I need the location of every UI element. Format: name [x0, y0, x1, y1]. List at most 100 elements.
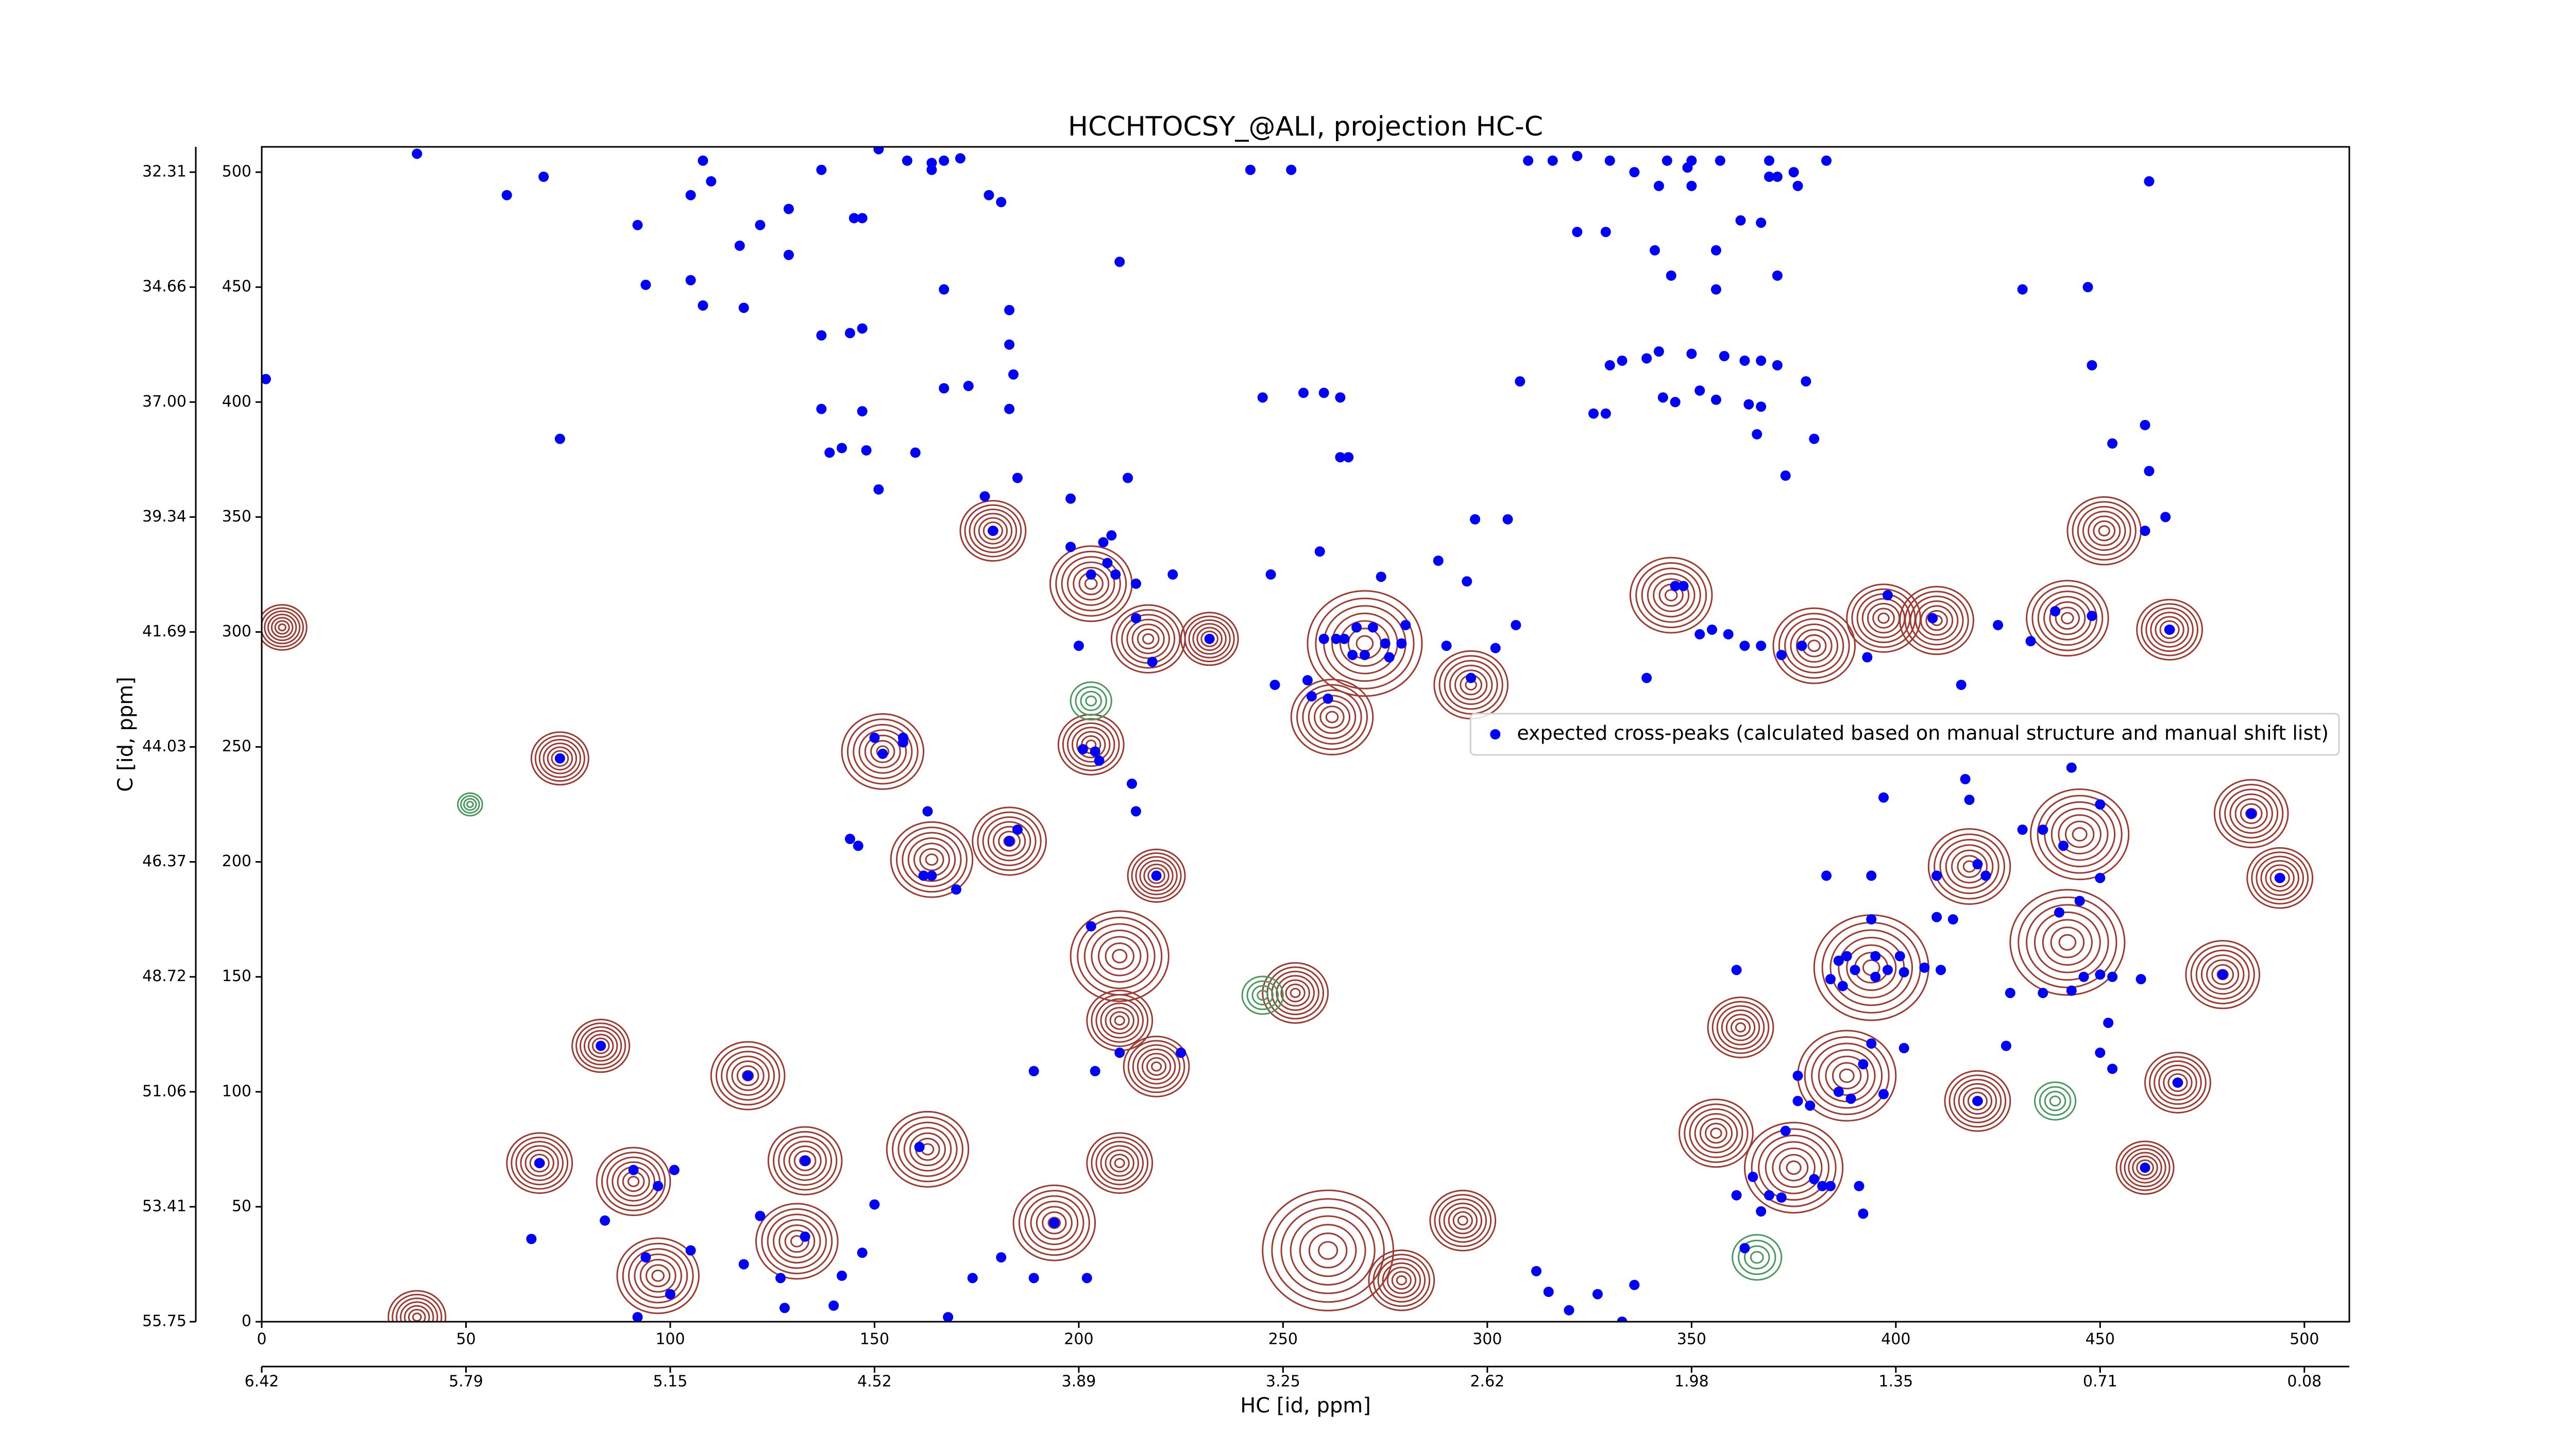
- cross-peak: [873, 484, 884, 495]
- contour-ring: [1948, 1074, 2007, 1128]
- cross-peak: [1123, 473, 1133, 483]
- cross-peak: [943, 1312, 954, 1322]
- cross-peak: [1866, 1038, 1877, 1049]
- contour-ring: [977, 811, 1042, 871]
- cross-peak: [1114, 257, 1125, 267]
- contour-ring: [1127, 848, 1186, 903]
- cross-peak: [1780, 470, 1791, 481]
- contour-ring: [2158, 1065, 2197, 1101]
- contour-ring: [2029, 788, 2130, 881]
- cross-peak: [988, 526, 998, 536]
- contour-ring: [628, 1248, 688, 1304]
- contour-ring: [1262, 962, 1329, 1024]
- cross-peak: [1866, 870, 1877, 881]
- x-tick-label: 500: [2290, 1330, 2319, 1349]
- cross-peak: [1004, 836, 1015, 847]
- cross-peak: [1694, 385, 1705, 396]
- cross-peak: [632, 1312, 643, 1322]
- contour-ring: [1095, 998, 1144, 1043]
- contour-ring: [601, 1152, 666, 1211]
- cross-peak: [2144, 466, 2155, 477]
- cross-peak: [534, 1158, 545, 1169]
- contour-ring: [1735, 1022, 1747, 1033]
- contour-ring: [2055, 606, 2080, 630]
- contour-ring: [1730, 1018, 1751, 1037]
- cross-peak: [1972, 859, 1983, 870]
- cross-peak: [1776, 1192, 1787, 1203]
- contour-ring: [1112, 949, 1128, 964]
- cross-peak: [1809, 433, 1820, 444]
- cross-peak: [996, 197, 1007, 208]
- contour-ring: [1114, 1015, 1125, 1026]
- contour-ring: [1116, 609, 1181, 669]
- cross-peak: [869, 1199, 880, 1210]
- cross-peak: [1176, 1047, 1187, 1058]
- cross-peak: [1323, 693, 1333, 704]
- contour-ring: [2050, 807, 2109, 861]
- y-axis-label: C [id, ppm]: [114, 677, 138, 792]
- contour-ring: [1055, 550, 1127, 617]
- x2-tick-label: 4.52: [857, 1373, 892, 1391]
- contour-ring: [897, 1121, 958, 1177]
- cross-peak: [554, 433, 565, 444]
- cross-peak: [1756, 217, 1767, 228]
- contour-ring: [387, 1290, 447, 1322]
- contour-ring: [1070, 681, 1112, 721]
- cross-peak: [783, 204, 794, 214]
- cross-peak: [1735, 215, 1746, 226]
- contour-ring: [2072, 827, 2088, 842]
- contour-ring: [907, 837, 956, 882]
- cross-peak: [640, 1252, 651, 1263]
- contour-layer: [262, 496, 2314, 1322]
- contour-ring: [925, 853, 939, 866]
- cross-peak: [1004, 339, 1015, 350]
- contour-ring: [1085, 695, 1097, 706]
- contour-ring: [772, 1219, 821, 1264]
- tick-layer: 0 50 100 150 200 250 300 350 400 450 500 0 50 100 150 2…: [142, 163, 2321, 1391]
- contour-ring: [1123, 1035, 1190, 1098]
- cross-peak: [2160, 512, 2171, 523]
- contour-ring: [2219, 784, 2284, 844]
- cross-peak: [1764, 155, 1775, 166]
- contour-ring: [982, 521, 1004, 541]
- cross-peak: [1547, 155, 1558, 166]
- contour-ring: [2049, 601, 2086, 635]
- contour-ring: [1710, 1127, 1722, 1139]
- contour-ring: [721, 1051, 775, 1101]
- contour-ring: [1372, 1254, 1431, 1307]
- cross-peak: [1756, 641, 1767, 651]
- cross-peak: [779, 1303, 790, 1313]
- cross-peak: [2172, 1077, 2183, 1088]
- cross-peak: [1927, 613, 1938, 624]
- cross-peak: [828, 1300, 839, 1311]
- cross-peak: [857, 323, 868, 334]
- x-tick-label: 100: [655, 1330, 685, 1349]
- x-tick-label: 400: [1881, 1330, 1910, 1349]
- cross-peak: [1882, 590, 1893, 601]
- contour-ring: [2144, 1052, 2211, 1114]
- contour-ring: [2141, 603, 2198, 656]
- cross-peak: [1739, 641, 1750, 651]
- cross-peak: [1706, 624, 1717, 635]
- cross-peak: [1878, 1089, 1889, 1100]
- contour-ring: [2026, 580, 2109, 657]
- cross-peak: [984, 190, 994, 200]
- cross-peak: [1805, 1100, 1816, 1111]
- cross-peak: [2140, 526, 2150, 536]
- contour-ring: [400, 1301, 434, 1322]
- contour-ring: [2120, 1144, 2171, 1191]
- y-tick-label: 250: [222, 737, 251, 755]
- cross-peak: [1792, 180, 1803, 191]
- cross-peak: [2095, 799, 2106, 810]
- cross-peak: [1960, 774, 1971, 785]
- cross-peak: [1130, 578, 1141, 589]
- cross-peak: [1731, 965, 1742, 975]
- cross-peak: [1351, 622, 1362, 633]
- cross-peak: [1936, 965, 1946, 975]
- y-tick-label: 350: [222, 508, 251, 526]
- cross-peak: [1833, 955, 1844, 966]
- cross-peak: [1077, 744, 1088, 755]
- y2-tick-label: 44.03: [142, 737, 187, 755]
- contour-ring: [1080, 690, 1103, 712]
